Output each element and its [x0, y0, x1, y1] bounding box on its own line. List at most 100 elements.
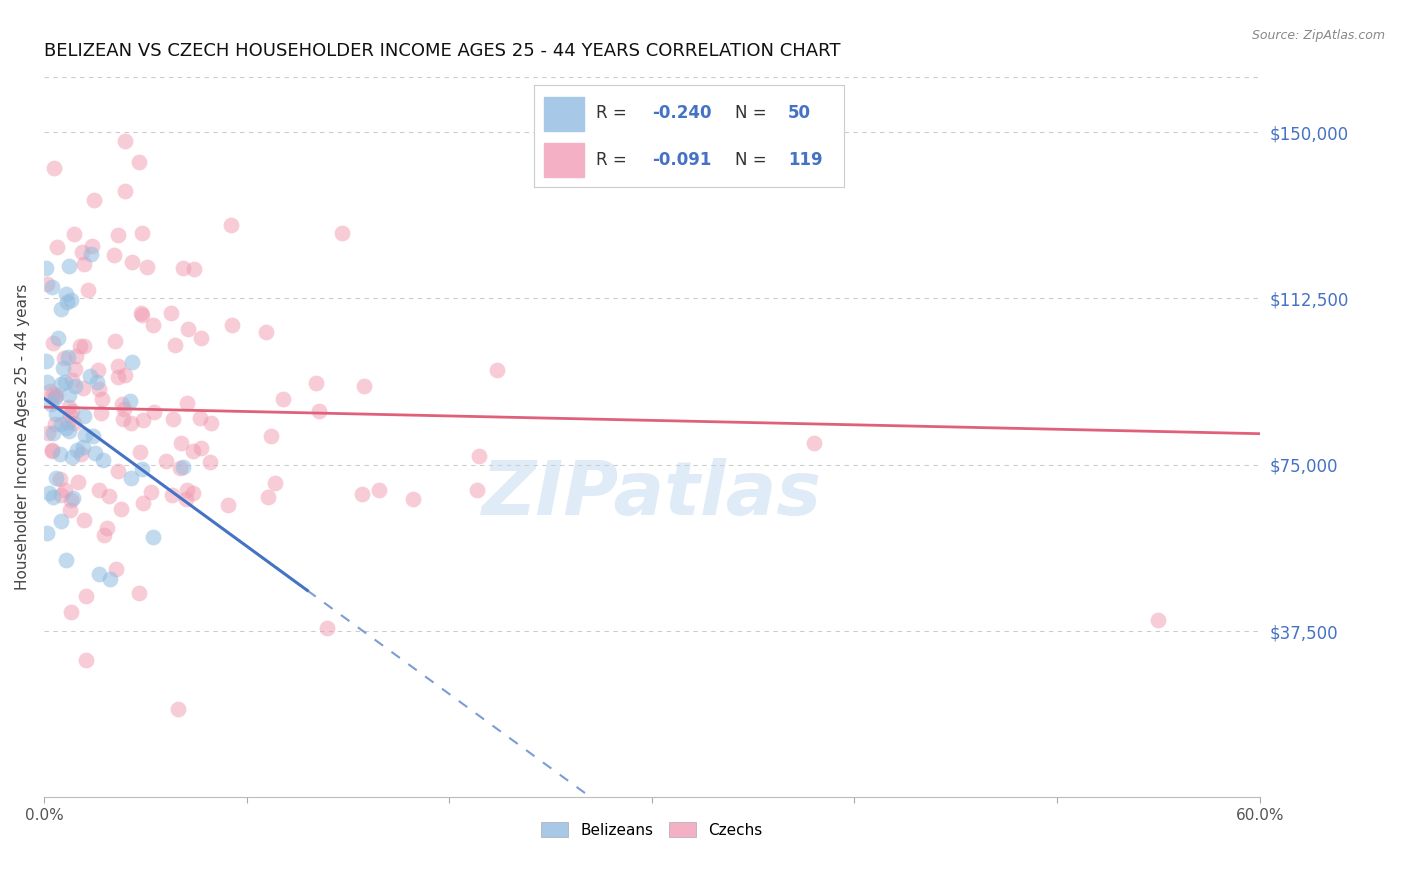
Point: [70, 244, 93, 259]
Point: [49, 472, 72, 486]
Point: [56, 350, 79, 364]
Point: [73, 409, 96, 423]
Point: [132, 413, 155, 427]
Point: [60, 404, 83, 418]
Point: [59, 409, 82, 423]
Point: [35, 375, 58, 389]
Point: [65, 350, 87, 364]
Point: [35, 260, 58, 275]
Point: [174, 492, 197, 507]
Point: [59, 492, 82, 507]
Point: [162, 412, 184, 426]
Point: [107, 464, 129, 478]
Point: [264, 475, 287, 490]
Point: [62, 227, 84, 241]
Point: [42, 161, 65, 175]
Point: [254, 325, 277, 339]
Point: [49, 376, 72, 391]
Text: 50: 50: [787, 104, 811, 122]
Point: [87, 363, 110, 377]
Point: [160, 488, 183, 502]
Point: [77, 284, 100, 298]
FancyBboxPatch shape: [544, 97, 583, 131]
FancyBboxPatch shape: [544, 144, 583, 177]
Point: [70, 446, 93, 460]
Point: [82, 429, 104, 443]
Point: [55, 553, 77, 567]
Point: [190, 410, 212, 425]
Point: [79, 369, 101, 384]
Text: N =: N =: [735, 104, 772, 122]
Point: [200, 417, 222, 431]
Text: 119: 119: [787, 151, 823, 169]
Point: [176, 395, 198, 409]
Point: [128, 445, 150, 459]
Point: [176, 483, 198, 498]
Point: [56, 294, 79, 309]
Point: [142, 530, 165, 544]
Text: -0.240: -0.240: [652, 104, 711, 122]
Point: [169, 461, 191, 475]
Point: [219, 218, 242, 232]
Point: [402, 492, 425, 507]
Text: -0.091: -0.091: [652, 151, 711, 169]
Point: [75, 653, 97, 667]
Point: [217, 498, 239, 512]
Point: [104, 562, 127, 576]
Point: [114, 134, 136, 148]
Point: [112, 412, 135, 426]
Point: [73, 258, 96, 272]
Point: [45, 407, 67, 421]
Point: [83, 446, 105, 460]
Point: [96, 521, 118, 535]
Point: [107, 228, 129, 243]
Point: [89, 382, 111, 396]
Point: [160, 306, 183, 320]
Point: [80, 239, 103, 253]
Point: [136, 260, 159, 275]
Point: [35, 525, 58, 540]
Point: [183, 486, 205, 500]
Point: [37, 426, 59, 441]
Point: [93, 528, 115, 542]
Point: [176, 322, 198, 336]
Point: [103, 334, 125, 348]
Point: [353, 378, 375, 392]
Point: [111, 397, 134, 411]
Point: [121, 355, 143, 369]
Point: [55, 420, 77, 434]
Point: [73, 338, 96, 352]
Text: N =: N =: [735, 151, 772, 169]
Point: [90, 392, 112, 407]
Point: [221, 318, 243, 332]
Point: [167, 702, 190, 716]
Point: [257, 490, 280, 504]
Point: [58, 401, 80, 415]
Point: [486, 362, 509, 376]
Point: [121, 255, 143, 269]
Point: [91, 453, 114, 467]
Point: [803, 435, 825, 450]
Point: [53, 483, 76, 498]
Point: [63, 362, 86, 376]
Point: [131, 308, 153, 322]
Point: [465, 483, 488, 498]
Point: [72, 440, 94, 454]
Point: [45, 470, 67, 484]
Point: [46, 331, 69, 345]
Point: [44, 389, 66, 403]
Point: [44, 391, 66, 405]
Text: R =: R =: [596, 151, 633, 169]
Point: [51, 514, 73, 528]
Point: [72, 513, 94, 527]
Point: [60, 605, 83, 619]
Point: [60, 450, 83, 464]
Point: [49, 487, 72, 501]
Point: [90, 406, 112, 420]
Point: [129, 305, 152, 319]
Point: [190, 441, 212, 455]
Point: [45, 240, 67, 254]
Point: [181, 444, 204, 458]
Point: [35, 354, 58, 368]
Point: [55, 287, 77, 301]
